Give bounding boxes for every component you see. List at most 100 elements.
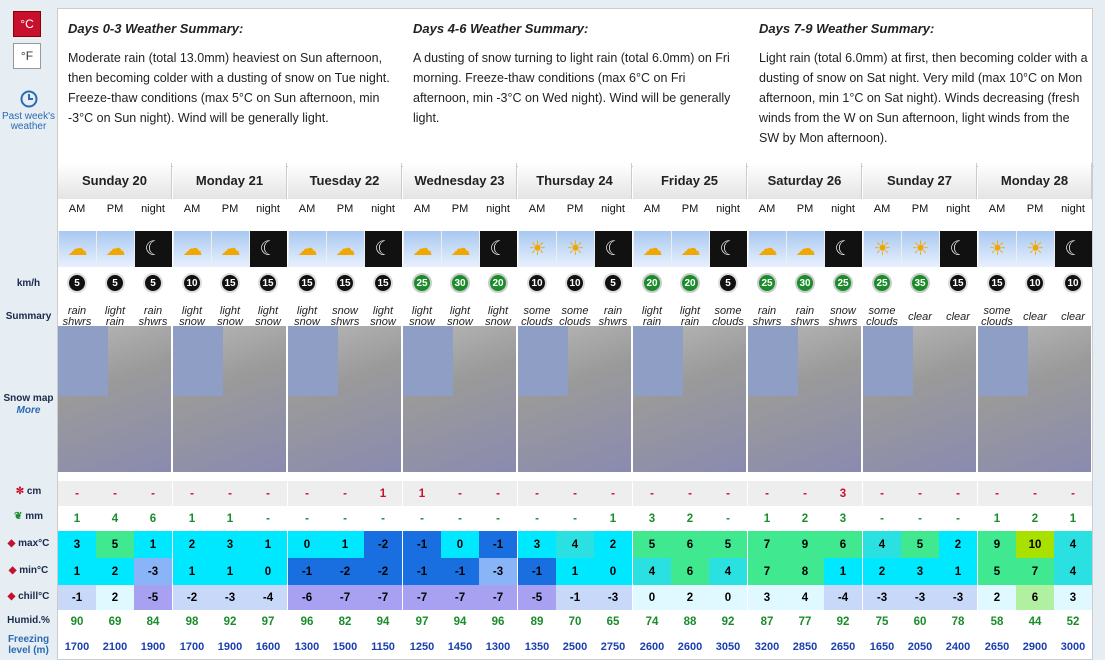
freezing-label: Freezing level (m) xyxy=(7,634,50,656)
freezing-cell: 1450 xyxy=(447,640,473,653)
wind-icon: 10 xyxy=(527,273,547,293)
rain-cell: - xyxy=(496,512,500,525)
min-cell: -1 xyxy=(441,558,479,585)
rain-cell: 1 xyxy=(609,512,617,525)
summary-cell: light snow xyxy=(255,305,281,328)
chill-cell: -1 xyxy=(58,585,96,610)
chill-cell: -4 xyxy=(249,585,287,610)
summary-cell: light snow xyxy=(370,305,396,328)
wind-cell: 35 xyxy=(901,271,939,295)
period-label: AM xyxy=(183,203,201,215)
more-link[interactable]: More xyxy=(16,405,41,416)
period-label: night xyxy=(1061,203,1085,215)
summary-cell: light rain xyxy=(679,305,701,328)
snow-map[interactable] xyxy=(633,326,747,472)
wind-cell: 25 xyxy=(403,271,441,295)
weather-icon: ☾ xyxy=(594,231,632,267)
chill-cell: -7 xyxy=(326,585,364,610)
map-sea xyxy=(288,326,338,396)
freezing-cell: 1900 xyxy=(140,640,166,653)
min-cell: 1 xyxy=(556,558,594,585)
min-cell: -2 xyxy=(364,558,402,585)
summary-cell: some clouds xyxy=(981,305,1013,328)
wind-label: km/h xyxy=(16,278,41,289)
rain-cell: 1 xyxy=(993,512,1001,525)
min-cell: 1 xyxy=(211,558,249,585)
snow-cell: 3 xyxy=(824,481,862,506)
summary-cell: some clouds xyxy=(866,305,898,328)
snow-cell: - xyxy=(134,481,172,506)
humid-cell: 94 xyxy=(376,616,390,628)
snow-map[interactable] xyxy=(288,326,402,472)
wind-icon: 5 xyxy=(67,273,87,293)
freezing-cell: 2500 xyxy=(562,640,588,653)
wind-icon: 35 xyxy=(910,273,930,293)
humid-cell: 89 xyxy=(530,616,544,628)
humid-cell: 77 xyxy=(798,616,812,628)
freezing-cell: 2100 xyxy=(102,640,128,653)
fahrenheit-button[interactable]: °F xyxy=(13,43,41,69)
weather-icon: ☁ xyxy=(441,231,479,267)
snow-map[interactable] xyxy=(58,326,172,472)
map-sea xyxy=(58,326,108,396)
snow-map[interactable] xyxy=(403,326,517,472)
summary-block: Days 4-6 Weather Summary: A dusting of sn… xyxy=(413,21,743,128)
wind-cell: 20 xyxy=(671,271,709,295)
min-cell: 0 xyxy=(249,558,287,585)
period-label: PM xyxy=(796,203,814,215)
wind-icon: 5 xyxy=(718,273,738,293)
max-cell: 2 xyxy=(173,531,211,558)
chill-cell: -7 xyxy=(364,585,402,610)
chill-cell: 2 xyxy=(671,585,709,610)
period-label: AM xyxy=(528,203,546,215)
rain-cell: - xyxy=(420,512,424,525)
humid-cell: 70 xyxy=(568,616,582,628)
celsius-button[interactable]: °C xyxy=(13,11,41,37)
summary-title: Days 0-3 Weather Summary: xyxy=(68,21,244,36)
chill-cell: -6 xyxy=(288,585,326,610)
summary-cell: rain shwrs xyxy=(790,305,820,328)
max-cell: 1 xyxy=(134,531,172,558)
chill-cell: 6 xyxy=(1016,585,1054,610)
freezing-cell: 3200 xyxy=(754,640,780,653)
period-label: PM xyxy=(911,203,929,215)
wind-icon: 15 xyxy=(373,273,393,293)
min-cell: 1 xyxy=(173,558,211,585)
rain-cell: - xyxy=(535,512,539,525)
wind-cell: 25 xyxy=(824,271,862,295)
summary-cell: light snow xyxy=(217,305,243,328)
period-label: night xyxy=(601,203,625,215)
freezing-cell: 2600 xyxy=(677,640,703,653)
summary-cell: light rain xyxy=(641,305,663,328)
snow-map[interactable] xyxy=(518,326,632,472)
freezing-cell: 3050 xyxy=(715,640,741,653)
day-header: Monday 28 xyxy=(978,163,1092,199)
snow-cell: - xyxy=(479,481,517,506)
chill-cell: -2 xyxy=(173,585,211,610)
snow-cell: - xyxy=(748,481,786,506)
period-label: night xyxy=(716,203,740,215)
chill-cell: -7 xyxy=(403,585,441,610)
snow-map[interactable] xyxy=(173,326,287,472)
snow-map[interactable] xyxy=(748,326,862,472)
chill-cell: -3 xyxy=(863,585,901,610)
summary-cell: some clouds xyxy=(559,305,591,328)
max-cell: 6 xyxy=(671,531,709,558)
snow-map[interactable] xyxy=(863,326,977,472)
summary-cell: clear xyxy=(1061,310,1085,323)
snow-map[interactable] xyxy=(978,326,1092,472)
weather-icon: ☾ xyxy=(134,231,172,267)
summary-block: Days 7-9 Weather Summary: Light rain (tot… xyxy=(759,21,1089,148)
summary-text: Light rain (total 6.0mm) at first, then … xyxy=(759,51,1088,145)
wind-cell: 25 xyxy=(748,271,786,295)
period-label: PM xyxy=(106,203,124,215)
period-label: PM xyxy=(451,203,469,215)
freezing-cell: 2750 xyxy=(600,640,626,653)
wind-cell: 30 xyxy=(786,271,824,295)
day-header: Monday 21 xyxy=(173,163,287,199)
humid-cell: 82 xyxy=(338,616,352,628)
wind-cell: 15 xyxy=(249,271,287,295)
humid-cell: 69 xyxy=(108,616,122,628)
snow-cell: - xyxy=(96,481,134,506)
past-weather-link[interactable]: Past week's weather xyxy=(0,90,57,132)
